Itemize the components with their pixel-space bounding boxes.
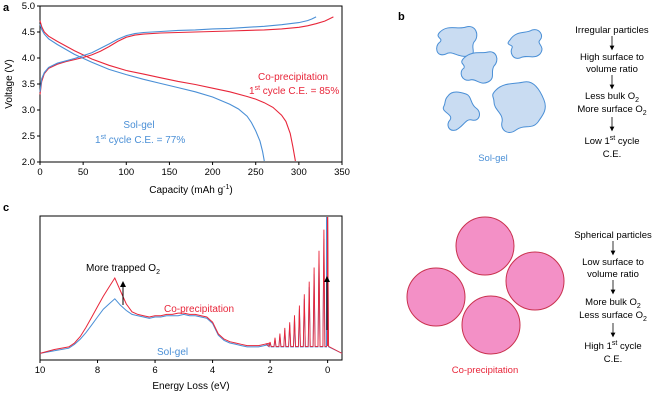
spherical-particle-4 (461, 295, 521, 355)
co-precipitation-label: Co-precipitation (258, 72, 328, 83)
irregular-particle-2 (460, 51, 498, 84)
a-x-tick-label: 100 (118, 167, 134, 178)
chart-a-y-ticks: 2.0 2.5 3.0 3.5 4.0 4.5 5.0 (22, 1, 40, 168)
a-y-tick-label: 4.0 (22, 53, 35, 64)
irregular-particle-4 (442, 91, 480, 131)
chart-a-x-ticks: 0 50 100 150 200 250 300 350 (37, 162, 350, 178)
flow-bottom-step-3: More bulk O2 (585, 297, 641, 310)
a-x-tick-label: 350 (334, 167, 350, 178)
a-y-tick-label: 2.5 (22, 131, 35, 142)
sol-gel-schematic-label: Sol-gel (478, 153, 508, 164)
a-y-tick-label: 2.0 (22, 157, 35, 168)
sol-gel-label: Sol-gel (123, 120, 154, 131)
trapped-o2-label: More trapped O2 (86, 263, 160, 276)
sol-gel-flowchart: Irregular particles High surface to volu… (575, 25, 649, 160)
a-y-tick-label: 4.5 (22, 27, 35, 38)
chart-a-series (39, 16, 334, 162)
chart-c-xlabel: Energy Loss (eV) (152, 381, 229, 392)
irregular-particle-3 (507, 29, 543, 59)
co-charge-curve (39, 16, 334, 95)
c-x-tick-label: 2 (267, 365, 272, 376)
flow-top-step-1: Irregular particles (575, 25, 649, 36)
co-precipitation-schematic: Co-precipitation (406, 216, 565, 376)
c-x-tick-label: 0 (325, 365, 330, 376)
panel-label-a: a (3, 2, 10, 14)
sol-gel-schematic: Sol-gel (436, 26, 546, 164)
a-y-tick-label: 5.0 (22, 1, 35, 12)
a-x-tick-label: 0 (37, 167, 42, 178)
flow-bottom-step-3b: Less surface O2 (579, 310, 647, 323)
irregular-particle-1 (436, 26, 478, 57)
sol-discharge-curve (39, 24, 265, 162)
panel-label-c: c (3, 202, 9, 214)
co-precipitation-flowchart: Spherical particles Low surface to volum… (574, 230, 652, 365)
a-x-tick-label: 300 (291, 167, 307, 178)
flow-top-step-2b: volume ratio (586, 64, 638, 75)
co-precipitation-ce-label: 1st cycle C.E. = 85% (249, 85, 339, 97)
co-precip-rixs-curve (39, 276, 271, 354)
chart-c-series (39, 216, 343, 354)
flow-top-step-4: Low 1st cycle (584, 135, 639, 147)
rixs-spectrum-chart: 10 8 6 4 2 0 Energy Loss (eV) More trapped O2… (35, 215, 343, 392)
sol-charge-curve (39, 16, 317, 92)
flow-bottom-step-2b: volume ratio (587, 269, 639, 280)
a-x-tick-label: 150 (161, 167, 177, 178)
voltage-capacity-chart: 0 50 100 150 200 250 300 350 2.0 2.5 3.0 3.5 4.0 4.5… (4, 1, 350, 196)
c-x-tick-label: 4 (210, 365, 215, 376)
sol-gel-rixs-curve (39, 298, 271, 354)
a-x-tick-label: 250 (248, 167, 264, 178)
flow-top-step-2: High surface to (580, 52, 644, 63)
panel-label-b: b (398, 11, 405, 23)
a-y-tick-label: 3.5 (22, 79, 35, 90)
flow-top-step-3b: More surface O2 (577, 104, 646, 117)
chart-a-ylabel: Voltage (V) (4, 59, 15, 108)
sol-gel-ce-label: 1st cycle C.E. = 77% (95, 134, 185, 146)
flow-top-step-3: Less bulk O2 (585, 91, 639, 104)
flow-top-step-4b: C.E. (603, 149, 621, 160)
co-precipitation-schematic-label: Co-precipitation (452, 365, 519, 376)
co-discharge-curve (39, 20, 296, 162)
c-x-tick-label: 8 (95, 365, 100, 376)
spherical-particle-3 (406, 267, 466, 327)
chart-c-frame (39, 215, 343, 361)
sol-gel-spectrum-label: Sol-gel (157, 347, 188, 358)
spherical-particle-2 (505, 251, 565, 311)
chart-c-x-ticks: 10 8 6 4 2 0 (35, 360, 330, 376)
c-x-tick-label: 10 (35, 365, 46, 376)
c-x-tick-label: 6 (152, 365, 157, 376)
flow-bottom-step-1: Spherical particles (574, 230, 652, 241)
co-precip-vibrational-peaks (265, 216, 343, 354)
flow-bottom-step-4b: C.E. (604, 354, 622, 365)
flow-bottom-step-2: Low surface to (582, 257, 644, 268)
co-precip-spectrum-label: Co-precipitation (164, 304, 234, 315)
a-x-tick-label: 200 (205, 167, 221, 178)
flow-bottom-step-4: High 1st cycle (584, 340, 641, 352)
spherical-particle-1 (455, 216, 515, 276)
chart-a-xlabel: Capacity (mAh g-1) (149, 184, 233, 196)
a-x-tick-label: 50 (78, 167, 89, 178)
irregular-particle-5 (492, 81, 546, 133)
a-y-tick-label: 3.0 (22, 105, 35, 116)
